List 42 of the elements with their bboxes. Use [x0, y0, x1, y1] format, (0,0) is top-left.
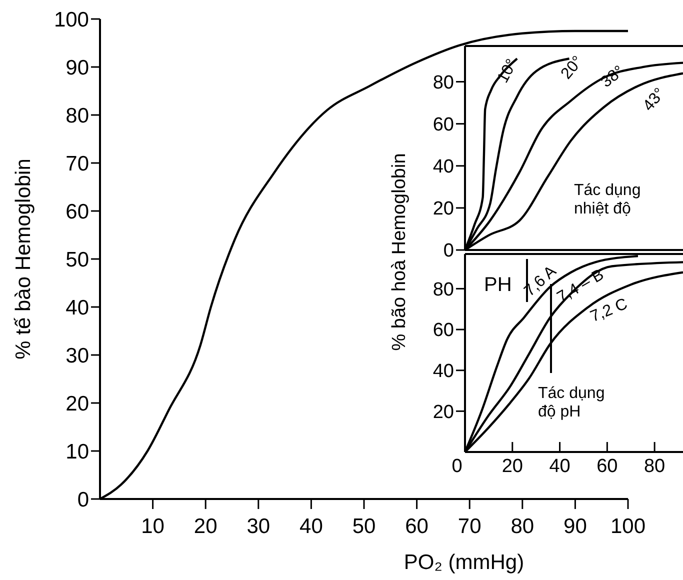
x-tick-label: 40 [300, 515, 323, 538]
x-tick-label: 60 [596, 456, 618, 477]
y-axis-title: % tế bào Hemoglobin [12, 158, 35, 360]
x-tick-label: 90 [564, 515, 587, 538]
y-tick-label: 60 [432, 320, 454, 342]
text: 7,2 C [588, 296, 630, 326]
x-axis-title: PO₂ (mmHg) [404, 551, 524, 574]
y-tick-label: 30 [66, 344, 89, 368]
y-tick-label: 80 [432, 279, 454, 300]
x-tick-label: 20 [502, 456, 523, 477]
y-tick-label: 20 [432, 198, 454, 220]
annotation: PH [484, 274, 512, 296]
x-tick-label: 40 [549, 456, 570, 477]
y-tick-label: 40 [432, 156, 454, 178]
y-tick-label: 40 [66, 296, 89, 320]
y-tick-label: 90 [66, 56, 89, 80]
y-tick-label: 40 [432, 361, 454, 382]
x-tick-label: 20 [194, 515, 218, 538]
annotation: Tác dụng độ pH [538, 385, 605, 420]
annotation: Tác dụng nhiệt độ [574, 182, 641, 218]
y-tick-label: 60 [66, 200, 89, 224]
text: 43° [640, 85, 669, 115]
x-tick-label: 80 [510, 515, 534, 538]
y-tick-label: 0 [77, 488, 89, 512]
x-tick-label: 80 [644, 456, 666, 477]
y-tick-label: 20 [66, 392, 89, 416]
text: 20° [558, 53, 587, 83]
x-tick-label: 10 [141, 515, 164, 538]
y-tick-label: 100 [54, 8, 89, 32]
y-tick-label: 70 [66, 152, 89, 176]
x-tick-label: 60 [405, 515, 428, 538]
x-tick-label: 50 [352, 515, 376, 538]
y-tick-label: 50 [66, 248, 89, 272]
y-tick-label: 20 [432, 402, 454, 423]
y-tick-label: 80 [66, 104, 89, 128]
y-tick-label: 80 [432, 72, 454, 94]
y-tick-label: 60 [432, 114, 454, 136]
x-tick-label: 100 [610, 515, 646, 538]
y-axis-title: % bão hoà Hemoglobin [389, 153, 410, 351]
y-tick-label: 0 [443, 240, 454, 262]
x-tick-label: 30 [246, 515, 270, 538]
x-tick-label: 70 [458, 515, 482, 538]
